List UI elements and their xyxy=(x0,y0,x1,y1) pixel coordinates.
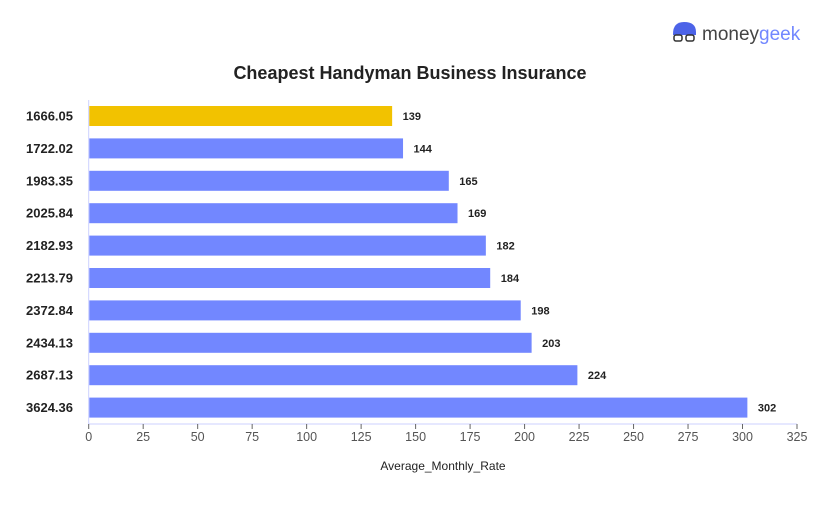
data-label: 198 xyxy=(531,305,549,317)
y-tick-label: 1983.35 xyxy=(26,173,73,188)
data-label: 139 xyxy=(403,111,421,123)
y-tick-label: 2687.13 xyxy=(26,368,73,383)
y-tick-label: 2434.13 xyxy=(26,335,73,350)
x-tick-label: 25 xyxy=(136,430,150,444)
y-tick-label: 2372.84 xyxy=(26,303,74,318)
x-tick-label: 50 xyxy=(191,430,205,444)
data-label: 169 xyxy=(468,208,486,220)
bar[interactable] xyxy=(89,268,491,288)
bar[interactable] xyxy=(89,170,449,191)
data-label: 144 xyxy=(414,143,433,155)
x-axis-label: Average_Monthly_Rate xyxy=(380,459,506,473)
y-tick-label: 1722.02 xyxy=(26,141,73,156)
bar[interactable] xyxy=(89,106,393,126)
logo: moneygeek xyxy=(673,22,801,45)
x-tick-label: 175 xyxy=(460,430,481,444)
x-tick-label: 125 xyxy=(351,430,372,444)
x-tick-label: 0 xyxy=(85,430,92,444)
bar[interactable] xyxy=(89,203,458,224)
x-tick-label: 300 xyxy=(732,430,753,444)
data-label: 224 xyxy=(588,370,607,382)
geek-face-icon xyxy=(673,22,696,42)
y-tick-label: 2025.84 xyxy=(26,206,74,221)
chart-title: Cheapest Handyman Business Insurance xyxy=(233,63,586,83)
y-tick-label: 2182.93 xyxy=(26,238,73,253)
logo-text-geek: geek xyxy=(759,24,801,45)
bar[interactable] xyxy=(89,138,404,159)
bar[interactable] xyxy=(89,365,578,386)
bar[interactable] xyxy=(89,397,748,418)
x-tick-label: 250 xyxy=(623,430,644,444)
svg-text:moneygeek: moneygeek xyxy=(702,24,801,45)
data-label: 182 xyxy=(496,241,514,253)
data-label: 302 xyxy=(758,403,776,415)
bar[interactable] xyxy=(89,300,521,321)
x-tick-label: 75 xyxy=(245,430,259,444)
data-label: 203 xyxy=(542,338,560,350)
y-tick-label: 2213.79 xyxy=(26,271,73,286)
y-tick-label: 3624.36 xyxy=(26,400,73,415)
x-tick-label: 225 xyxy=(569,430,590,444)
data-label: 184 xyxy=(501,273,520,285)
x-tick-label: 325 xyxy=(787,430,808,444)
bar[interactable] xyxy=(89,235,486,256)
x-tick-label: 200 xyxy=(514,430,535,444)
x-tick-label: 100 xyxy=(296,430,317,444)
x-tick-label: 150 xyxy=(405,430,426,444)
data-label: 165 xyxy=(459,176,477,188)
y-tick-label: 1666.05 xyxy=(26,109,73,124)
logo-text-money: money xyxy=(702,24,760,45)
x-tick-label: 275 xyxy=(678,430,699,444)
bar[interactable] xyxy=(89,332,532,353)
